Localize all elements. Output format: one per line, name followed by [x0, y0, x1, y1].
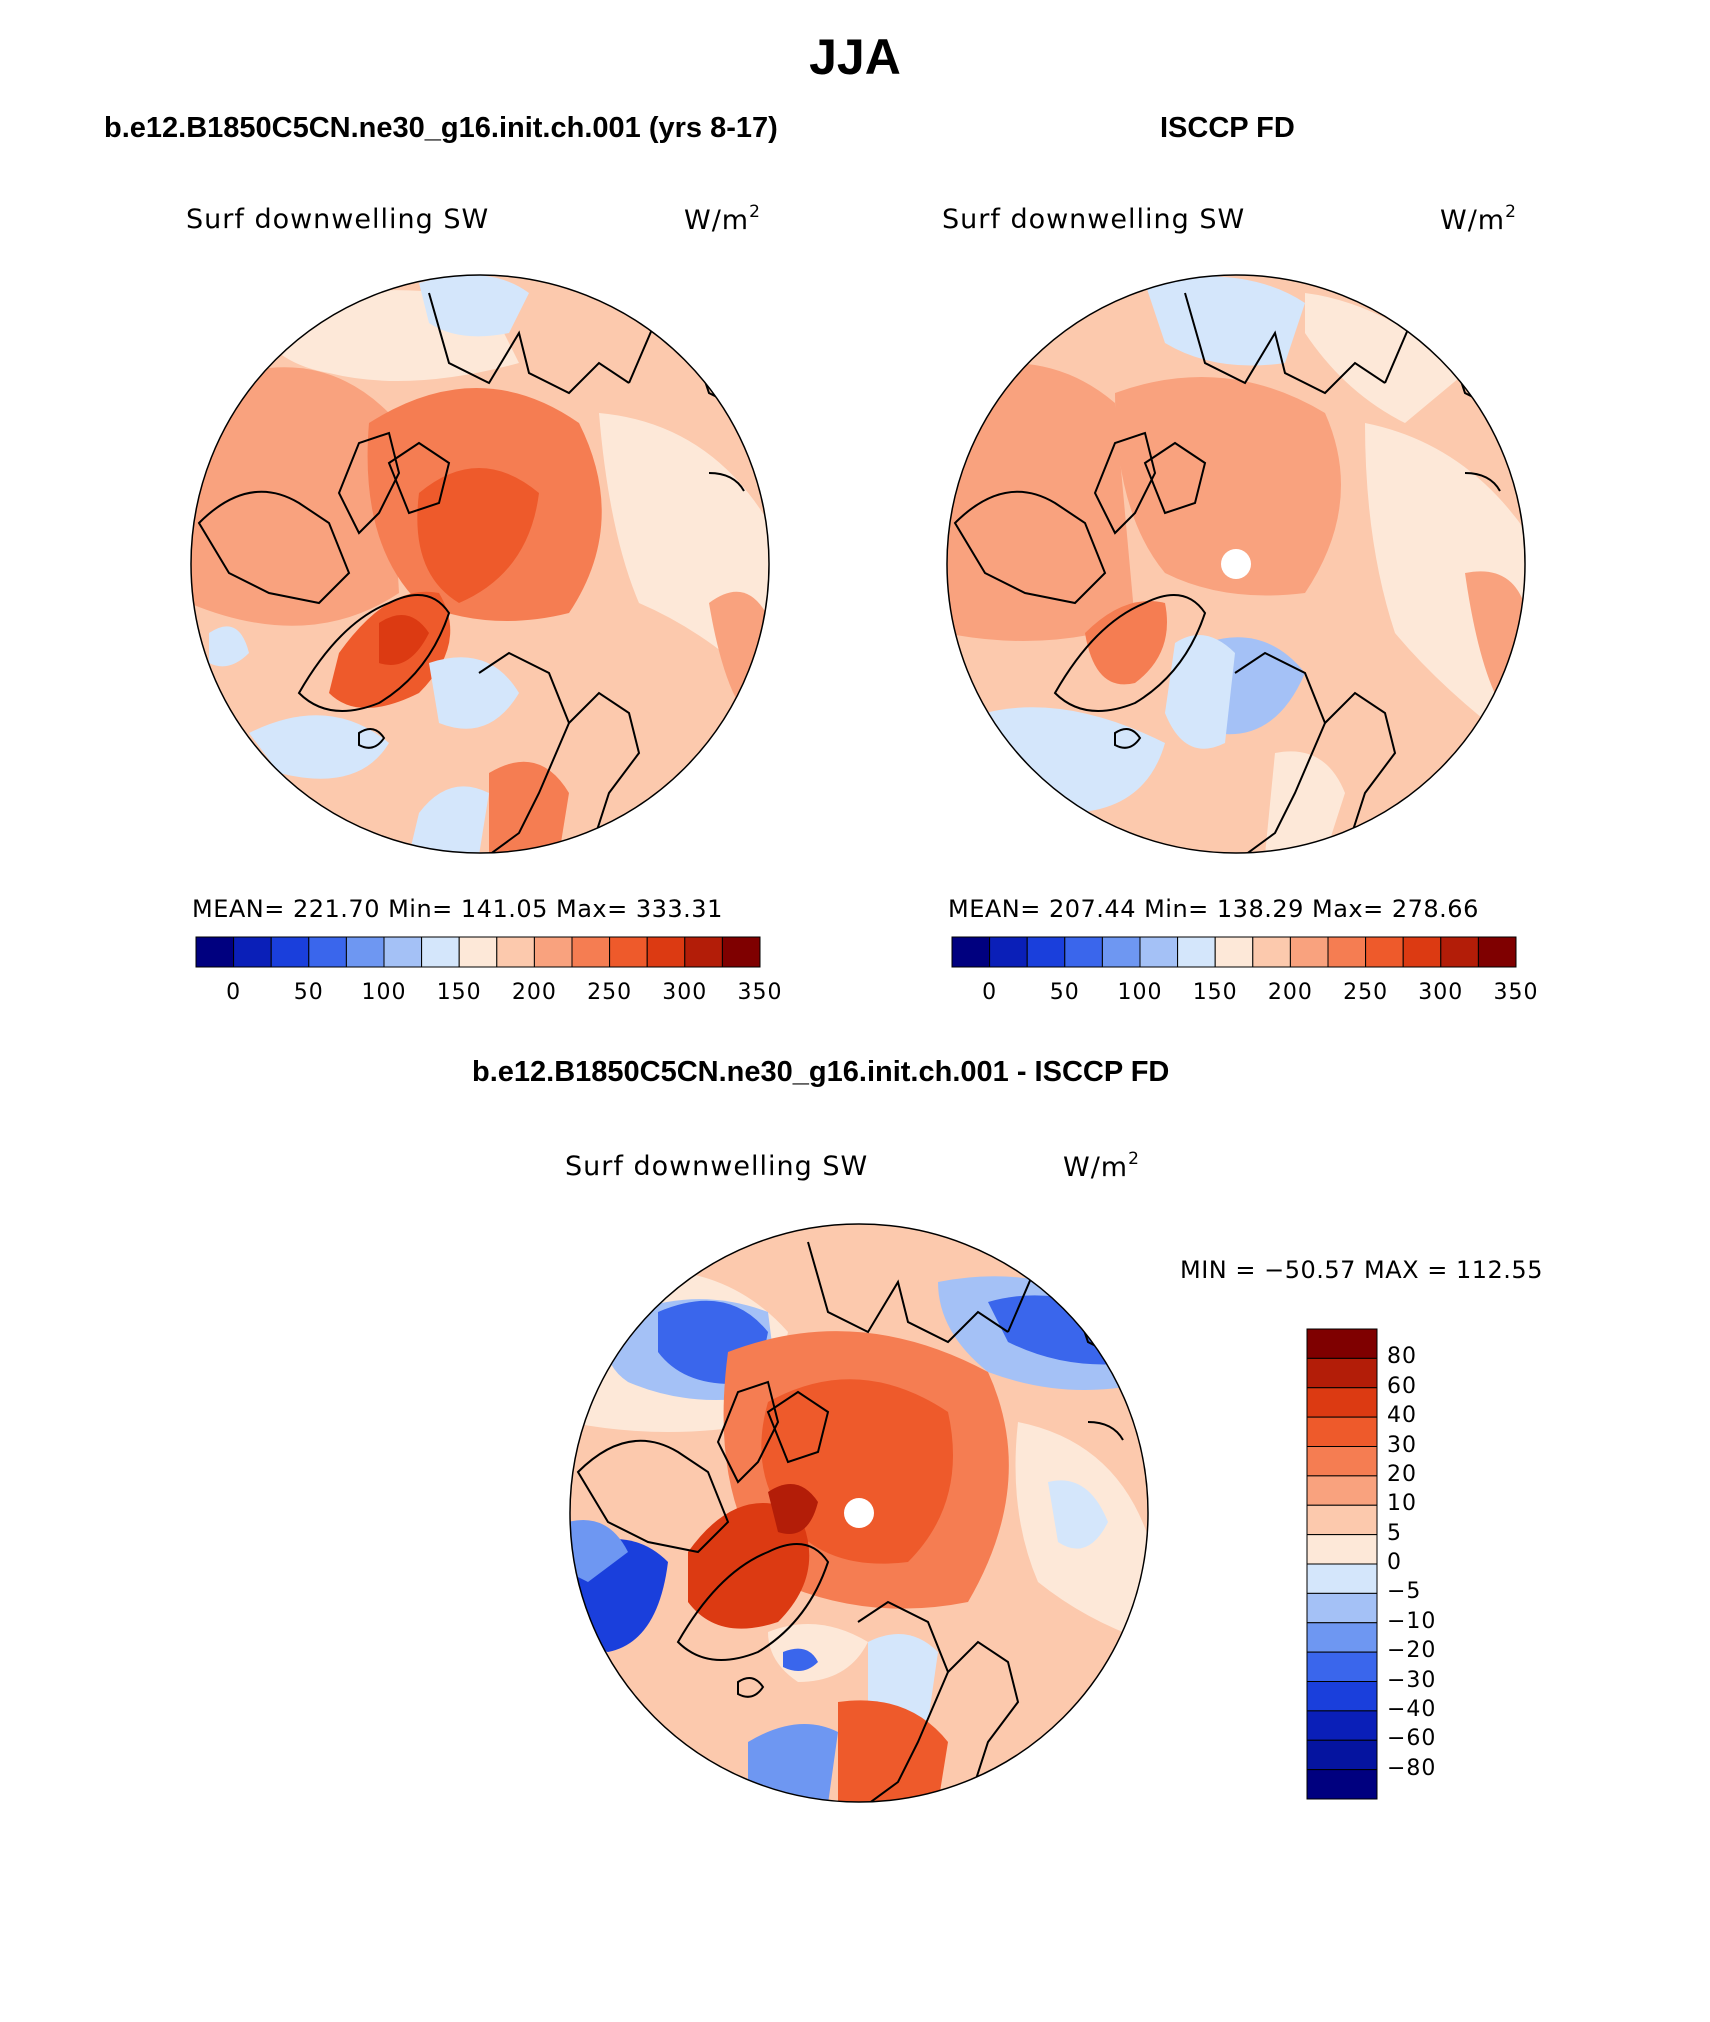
difference-colorbar-box [1306, 1475, 1378, 1506]
difference-colorbar-tick-label: −20 [1387, 1638, 1437, 1664]
panel-1-colorbar-box [571, 936, 611, 968]
panel-2-colorbar-box [1327, 936, 1367, 968]
panel-1-colorbar-tick-label: 150 [436, 980, 482, 1005]
panel-1-stats: MEAN= 221.70 Min= 141.05 Max= 333.31 [192, 895, 723, 923]
difference-colorbar-box [1306, 1534, 1378, 1565]
panel-2-colorbar-box [1289, 936, 1329, 968]
panel-1-polar-map [190, 274, 770, 854]
difference-colorbar-box [1306, 1769, 1378, 1800]
difference-colorbar-box [1306, 1651, 1378, 1682]
panel-2-colorbar-box [1026, 936, 1066, 968]
panel-1-colorbar-box [496, 936, 535, 968]
difference-colorbar-box [1306, 1328, 1378, 1359]
difference-stats: MIN = −50.57 MAX = 112.55 [1180, 1256, 1543, 1284]
panel-2-colorbar-ticks: 0 50 100 150 200 250 300 350 [952, 980, 1537, 1010]
panel-2-title: ISCCP FD [1160, 112, 1295, 144]
panel-2-colorbar-box [989, 936, 1028, 968]
difference-colorbar-tick-label: 10 [1387, 1491, 1417, 1517]
panel-2-colorbar-box [1139, 936, 1179, 968]
panel-1-colorbar-box [646, 936, 686, 968]
panel-1-colorbar-box [609, 936, 648, 968]
difference-colorbar-box [1306, 1357, 1378, 1389]
panel-2-colorbar-tick-label: 50 [1049, 980, 1080, 1005]
panel-2-colorbar-box [1177, 936, 1216, 968]
panel-2-colorbar-box [1402, 936, 1442, 968]
difference-colorbar-box [1306, 1504, 1378, 1536]
panel-2-colorbar-tick-label: 200 [1267, 980, 1313, 1005]
panel-1-colorbar-box [721, 936, 761, 968]
panel-1-colorbar-box [533, 936, 573, 968]
panel-1-colorbar-box [383, 936, 423, 968]
difference-polar-map [569, 1223, 1149, 1803]
panel-1-colorbar-tick-label: 250 [587, 980, 633, 1005]
panel-2-polar-map [946, 274, 1526, 854]
panel-1-colorbar [195, 936, 761, 968]
panel-1-colorbar-tick-label: 100 [361, 980, 407, 1005]
panel-1-colorbar-tick-label: 350 [737, 980, 783, 1005]
difference-colorbar [1306, 1328, 1378, 1800]
panel-1-colorbar-tick-label: 200 [511, 980, 557, 1005]
difference-units-label: W/m2 [1063, 1149, 1140, 1183]
difference-colorbar-tick-label: 20 [1387, 1461, 1417, 1487]
difference-colorbar-tick-label: −60 [1387, 1726, 1437, 1752]
panel-1-colorbar-box [458, 936, 498, 968]
panel-2-variable-label: Surf downwelling SW [942, 204, 1246, 235]
difference-colorbar-box [1306, 1563, 1378, 1594]
difference-colorbar-tick-label: 40 [1387, 1403, 1417, 1429]
difference-colorbar-tick-label: −30 [1387, 1667, 1437, 1693]
difference-colorbar-box [1306, 1416, 1378, 1447]
panel-2-colorbar-box [1440, 936, 1479, 968]
panel-2-colorbar-box [1477, 936, 1517, 968]
panel-2-colorbar-box [951, 936, 991, 968]
panel-2-colorbar-box [1252, 936, 1291, 968]
difference-colorbar-tick-label: −80 [1387, 1755, 1437, 1781]
difference-colorbar-box [1306, 1739, 1378, 1771]
panel-2-colorbar-box [1064, 936, 1103, 968]
difference-colorbar-tick-label: 60 [1387, 1373, 1417, 1399]
panel-2-colorbar-box [1101, 936, 1141, 968]
difference-colorbar-box [1306, 1592, 1378, 1624]
panel-1-colorbar-box [345, 936, 385, 968]
difference-colorbar-box [1306, 1622, 1378, 1653]
panel-1-variable-label: Surf downwelling SW [186, 204, 490, 235]
panel-1-colorbar-box [308, 936, 347, 968]
panel-1-colorbar-box [233, 936, 272, 968]
panel-1-colorbar-box [195, 936, 235, 968]
panel-1-colorbar-box [684, 936, 723, 968]
panel-1-colorbar-tick-label: 50 [293, 980, 324, 1005]
panel-2-colorbar-box [1214, 936, 1254, 968]
panel-1-title: b.e12.B1850C5CN.ne30_g16.init.ch.001 (yr… [104, 112, 778, 144]
difference-colorbar-tick-label: −5 [1387, 1579, 1422, 1605]
difference-colorbar-tick-label: −40 [1387, 1696, 1437, 1722]
panel-2-colorbar-tick-label: 0 [982, 980, 998, 1005]
panel-2-colorbar-tick-label: 100 [1117, 980, 1163, 1005]
panel-2-colorbar [951, 936, 1517, 968]
difference-colorbar-tick-label: 0 [1387, 1550, 1402, 1575]
difference-colorbar-box [1306, 1446, 1378, 1477]
panel-1-colorbar-tick-label: 300 [662, 980, 708, 1005]
difference-colorbar-tick-label: −10 [1387, 1608, 1437, 1634]
panel-2-colorbar-tick-label: 350 [1493, 980, 1539, 1005]
panel-1-units-label: W/m2 [684, 202, 761, 236]
panel-1-colorbar-box [270, 936, 310, 968]
difference-colorbar-tick-label: 5 [1387, 1520, 1402, 1546]
panel-1-colorbar-ticks: 0 50 100 150 200 250 300 350 [196, 980, 781, 1010]
panel-2-stats: MEAN= 207.44 Min= 138.29 Max= 278.66 [948, 895, 1479, 923]
difference-colorbar-box [1306, 1387, 1378, 1418]
difference-colorbar-tick-label: 30 [1387, 1432, 1417, 1458]
panel-2-units-label: W/m2 [1440, 202, 1517, 236]
difference-colorbar-box [1306, 1710, 1378, 1741]
difference-colorbar-ticks: 80 60 40 30 20 10 5 0 −5 −10 −20 −30 −40 −60 −80 [1387, 1329, 1507, 1799]
main-title: JJA [809, 29, 901, 85]
panel-2-colorbar-tick-label: 150 [1192, 980, 1238, 1005]
difference-variable-label: Surf downwelling SW [565, 1151, 869, 1182]
difference-title: b.e12.B1850C5CN.ne30_g16.init.ch.001 - I… [472, 1056, 1170, 1088]
panel-1-colorbar-tick-label: 0 [226, 980, 242, 1005]
difference-colorbar-box [1306, 1681, 1378, 1712]
panel-1-colorbar-box [421, 936, 460, 968]
panel-2-colorbar-tick-label: 300 [1418, 980, 1464, 1005]
panel-2-colorbar-box [1365, 936, 1404, 968]
difference-colorbar-tick-label: 80 [1387, 1344, 1417, 1370]
panel-2-colorbar-tick-label: 250 [1343, 980, 1389, 1005]
